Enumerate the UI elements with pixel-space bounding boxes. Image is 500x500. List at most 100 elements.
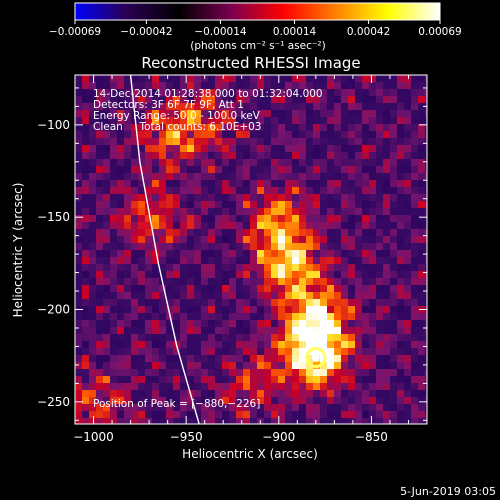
heatmap-cell <box>173 229 181 237</box>
heatmap-cell <box>180 376 188 384</box>
heatmap-cell <box>236 89 244 97</box>
heatmap-cell <box>397 376 405 384</box>
heatmap-cell <box>194 110 202 118</box>
heatmap-cell <box>173 313 181 321</box>
heatmap-cell <box>397 341 405 349</box>
heatmap-cell <box>152 96 160 104</box>
heatmap-cell <box>390 201 398 209</box>
heatmap-cell <box>292 138 300 146</box>
heatmap-cell <box>166 285 174 293</box>
heatmap-cell <box>173 250 181 258</box>
heatmap-cell <box>250 96 258 104</box>
heatmap-cell <box>215 229 223 237</box>
heatmap-cell <box>397 250 405 258</box>
heatmap-cell <box>369 278 377 286</box>
heatmap-cell <box>278 292 286 300</box>
heatmap-cell <box>180 243 188 251</box>
heatmap-cell <box>292 110 300 118</box>
heatmap-cell <box>236 215 244 223</box>
heatmap-cell <box>362 166 370 174</box>
x-tick-label: −900 <box>262 430 295 444</box>
heatmap-cell <box>383 369 391 377</box>
heatmap-cell <box>397 110 405 118</box>
heatmap-cell <box>271 334 279 342</box>
heatmap-cell <box>418 264 426 272</box>
heatmap-cell <box>348 404 356 412</box>
heatmap-cell <box>131 334 139 342</box>
heatmap-cell <box>103 194 111 202</box>
heatmap-cell <box>383 348 391 356</box>
heatmap-cell <box>411 103 419 111</box>
heatmap-cell <box>208 376 216 384</box>
heatmap-cell <box>383 292 391 300</box>
heatmap-cell <box>96 103 104 111</box>
heatmap-cell <box>103 313 111 321</box>
heatmap-cell <box>411 75 419 83</box>
heatmap-cell <box>75 159 83 167</box>
heatmap-cell <box>313 285 321 293</box>
heatmap-cell <box>348 341 356 349</box>
heatmap-cell <box>257 173 265 181</box>
heatmap-cell <box>201 208 209 216</box>
heatmap-cell <box>124 327 132 335</box>
heatmap-cell <box>320 369 328 377</box>
heatmap-cell <box>341 411 349 419</box>
heatmap-cell <box>264 285 272 293</box>
heatmap-cell <box>320 404 328 412</box>
heatmap-cell <box>180 257 188 265</box>
heatmap-cell <box>222 180 230 188</box>
heatmap-cell <box>383 103 391 111</box>
heatmap-cell <box>397 166 405 174</box>
heatmap-cell <box>250 285 258 293</box>
heatmap-cell <box>257 138 265 146</box>
heatmap-cell <box>145 411 153 419</box>
heatmap-cell <box>75 208 83 216</box>
heatmap-cell <box>180 145 188 153</box>
heatmap-cell <box>215 264 223 272</box>
heatmap-cell <box>264 376 272 384</box>
heatmap-cell <box>390 348 398 356</box>
heatmap-cell <box>159 215 167 223</box>
heatmap-cell <box>390 355 398 363</box>
heatmap-cell <box>215 208 223 216</box>
heatmap-cell <box>96 201 104 209</box>
heatmap-cell <box>404 278 412 286</box>
heatmap-cell <box>159 236 167 244</box>
heatmap-cell <box>271 383 279 391</box>
heatmap-cell <box>201 341 209 349</box>
heatmap-cell <box>103 75 111 83</box>
heatmap-cell <box>229 89 237 97</box>
heatmap-cell <box>355 362 363 370</box>
heatmap-cell <box>425 152 427 160</box>
heatmap-cell <box>96 369 104 377</box>
heatmap-cell <box>355 103 363 111</box>
heatmap-cell <box>390 166 398 174</box>
heatmap-cell <box>257 348 265 356</box>
heatmap-cell <box>250 89 258 97</box>
heatmap-cell <box>117 390 125 398</box>
heatmap-cell <box>292 285 300 293</box>
heatmap-cell <box>250 215 258 223</box>
heatmap-cell <box>418 138 426 146</box>
heatmap-cell <box>131 103 139 111</box>
heatmap-cell <box>124 124 132 132</box>
heatmap-cell <box>117 194 125 202</box>
heatmap-cell <box>173 355 181 363</box>
heatmap-cell <box>425 89 427 97</box>
heatmap-cell <box>327 201 335 209</box>
heatmap-cell <box>173 236 181 244</box>
heatmap-cell <box>145 278 153 286</box>
heatmap-cell <box>236 110 244 118</box>
heatmap-cell <box>348 334 356 342</box>
heatmap-cell <box>362 320 370 328</box>
heatmap-cell <box>376 250 384 258</box>
heatmap-cell <box>208 327 216 335</box>
heatmap-cell <box>201 187 209 195</box>
heatmap-cell <box>138 376 146 384</box>
heatmap-cell <box>292 159 300 167</box>
heatmap-cell <box>117 159 125 167</box>
heatmap-cell <box>180 103 188 111</box>
heatmap-cell <box>138 299 146 307</box>
heatmap-cell <box>425 418 427 424</box>
heatmap-cell <box>173 201 181 209</box>
